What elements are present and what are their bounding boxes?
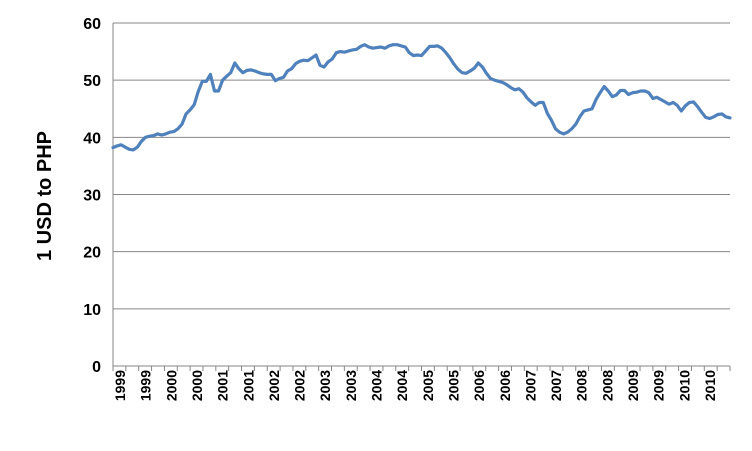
x-tick-label: 2009: [625, 370, 641, 401]
y-tick-label: 30: [83, 188, 101, 205]
x-tick-label: 2001: [240, 370, 256, 401]
y-axis-tick-labels: 0 10 20 30 40 50 60: [83, 16, 101, 376]
x-tick-label: 2006: [471, 370, 487, 401]
y-tick-label: 60: [83, 16, 101, 33]
x-tick-label: 2003: [317, 370, 333, 401]
x-tick-label: 2010: [702, 370, 718, 401]
series-line-usd-php: [111, 43, 732, 152]
horizontal-gridlines: [113, 22, 730, 310]
x-tick-label: 2003: [343, 370, 359, 401]
x-tick-label: 2000: [189, 370, 205, 401]
x-tick-label: 2004: [394, 370, 410, 401]
y-tick-label: 0: [92, 359, 101, 376]
y-tick-label: 20: [83, 245, 101, 262]
x-tick-label: 1999: [138, 370, 154, 401]
y-tick-label: 10: [83, 302, 101, 319]
y-tick-label: 40: [83, 130, 101, 147]
x-tick-label: 2007: [548, 370, 564, 401]
data-series: [111, 43, 732, 152]
x-tick-label: 2009: [651, 370, 667, 401]
x-tick-label: 2002: [266, 370, 282, 401]
x-tick-label: 2002: [292, 370, 308, 401]
x-tick-label: 2007: [522, 370, 538, 401]
x-tick-label: 2004: [369, 370, 385, 401]
x-tick-label: 2008: [574, 370, 590, 401]
x-tick-label: 2005: [420, 370, 436, 401]
x-tick-label: 2010: [676, 370, 692, 401]
chart-axes: [112, 23, 731, 371]
x-tick-label: 2008: [599, 370, 615, 401]
y-axis-title: 1 USD to PHP: [34, 131, 56, 261]
x-tick-label: 2005: [445, 370, 461, 401]
x-tick-label: 2000: [163, 370, 179, 401]
y-tick-label: 50: [83, 73, 101, 90]
x-tick-label: 1999: [112, 370, 128, 401]
x-tick-label: 2001: [215, 370, 231, 401]
x-axis-tick-labels: 1999 1999 2000 2000 2001 2001 2002 2002 2003 2003…: [112, 370, 718, 401]
x-tick-label: 2006: [497, 370, 513, 401]
